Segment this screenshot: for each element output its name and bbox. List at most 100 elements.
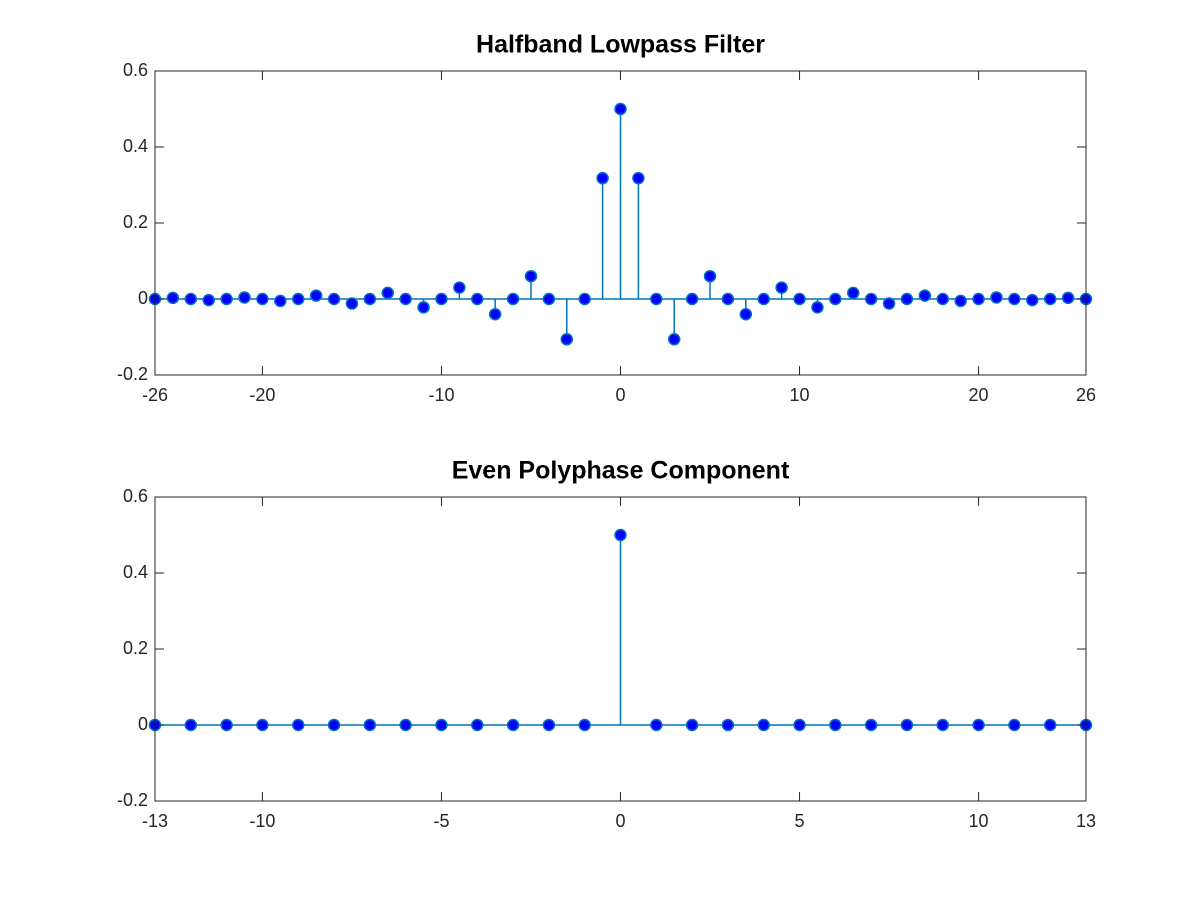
stem-marker xyxy=(936,292,950,306)
x-tick-label: 10 xyxy=(969,811,989,831)
stem-marker xyxy=(256,292,269,306)
stem-marker xyxy=(829,718,842,732)
chart-title: Even Polyphase Component xyxy=(452,457,790,485)
stem-marker xyxy=(847,286,860,300)
stem-marker xyxy=(166,291,180,305)
x-tick-label: 13 xyxy=(1076,811,1096,831)
y-tick-label: 0.4 xyxy=(123,562,148,582)
stem-marker xyxy=(238,291,251,304)
stem-marker xyxy=(685,292,699,306)
stem-marker xyxy=(256,718,269,732)
stem-marker xyxy=(435,292,448,306)
x-tick-label: -10 xyxy=(428,385,454,405)
stem-marker xyxy=(542,292,556,306)
stem-marker xyxy=(936,718,950,732)
x-tick-label: 26 xyxy=(1076,385,1096,405)
stem-marker xyxy=(793,292,806,306)
stem-marker xyxy=(435,718,448,732)
x-tick-label: -26 xyxy=(142,385,168,405)
x-tick-label: 10 xyxy=(790,385,810,405)
stem-marker xyxy=(685,718,699,732)
stem-marker xyxy=(453,281,466,294)
x-tick-label: 0 xyxy=(615,385,625,405)
stem-marker xyxy=(793,718,806,732)
stem-marker xyxy=(363,718,377,732)
stem-marker xyxy=(632,171,645,185)
stem-marker xyxy=(327,292,341,306)
stem-marker xyxy=(775,281,788,294)
y-tick-label: 0.2 xyxy=(123,212,148,232)
x-tick-label: -5 xyxy=(433,811,449,831)
stem-marker xyxy=(882,297,896,310)
stem-marker xyxy=(900,718,914,732)
stem-marker xyxy=(829,292,842,306)
stem-marker xyxy=(864,718,878,732)
stem-marker xyxy=(1008,292,1021,306)
y-tick-label: 0.4 xyxy=(123,136,148,156)
stem-marker xyxy=(811,301,824,314)
stem-marker xyxy=(471,292,484,306)
x-tick-label: 5 xyxy=(795,811,805,831)
stem-marker xyxy=(274,294,287,308)
stem-marker xyxy=(202,293,215,307)
stem-marker xyxy=(363,292,377,306)
stem-marker xyxy=(542,718,556,732)
stem-marker xyxy=(184,718,198,732)
stem-marker xyxy=(291,718,305,732)
stem-marker xyxy=(721,718,735,732)
stem-marker xyxy=(721,292,735,306)
stem-marker xyxy=(309,289,323,302)
x-tick-label: -13 xyxy=(142,811,168,831)
stem-marker xyxy=(596,171,609,185)
stem-marker xyxy=(399,718,412,732)
stem-marker xyxy=(614,102,627,116)
stem-marker xyxy=(703,269,717,283)
stem-marker xyxy=(1043,292,1057,306)
y-tick-label: 0.6 xyxy=(123,60,148,80)
x-tick-label: 0 xyxy=(615,811,625,831)
stem-marker xyxy=(990,291,1003,304)
y-tick-label: 0 xyxy=(138,714,148,734)
stem-marker xyxy=(560,333,574,346)
stem-marker xyxy=(578,292,591,306)
stem-marker xyxy=(1061,291,1075,305)
y-tick-label: 0.6 xyxy=(123,486,148,506)
y-tick-label: 0.2 xyxy=(123,638,148,658)
x-tick-label: -10 xyxy=(249,811,275,831)
stem-marker xyxy=(757,718,770,732)
stem-marker xyxy=(578,718,591,732)
stem-marker xyxy=(650,292,663,306)
stem-marker xyxy=(972,718,985,732)
x-tick-label: -20 xyxy=(249,385,275,405)
stem-marker xyxy=(864,292,878,306)
stem-marker xyxy=(524,269,538,283)
stem-marker xyxy=(417,301,430,314)
stem-marker xyxy=(667,333,681,346)
stem-marker xyxy=(471,718,484,732)
stem-marker xyxy=(381,286,394,300)
stem-marker xyxy=(739,307,753,321)
stem-marker xyxy=(1043,718,1057,732)
stem-marker xyxy=(220,718,233,732)
stem-marker xyxy=(220,292,233,306)
stem-marker xyxy=(399,292,412,306)
stem-marker xyxy=(327,718,341,732)
y-tick-label: -0.2 xyxy=(117,790,148,810)
stem-marker xyxy=(614,528,627,542)
chart-title: Halfband Lowpass Filter xyxy=(476,31,765,59)
x-tick-label: 20 xyxy=(969,385,989,405)
y-tick-label: -0.2 xyxy=(117,364,148,384)
stem-marker xyxy=(184,292,198,306)
stem-marker xyxy=(757,292,770,306)
stem-marker xyxy=(972,292,985,306)
stem-marker xyxy=(1008,718,1021,732)
stem-marker xyxy=(506,718,520,732)
stem-marker xyxy=(291,292,305,306)
stem-marker xyxy=(900,292,914,306)
stem-marker xyxy=(650,718,663,732)
stem-marker xyxy=(345,297,359,310)
stem-marker xyxy=(488,307,502,321)
stem-marker xyxy=(918,289,932,302)
